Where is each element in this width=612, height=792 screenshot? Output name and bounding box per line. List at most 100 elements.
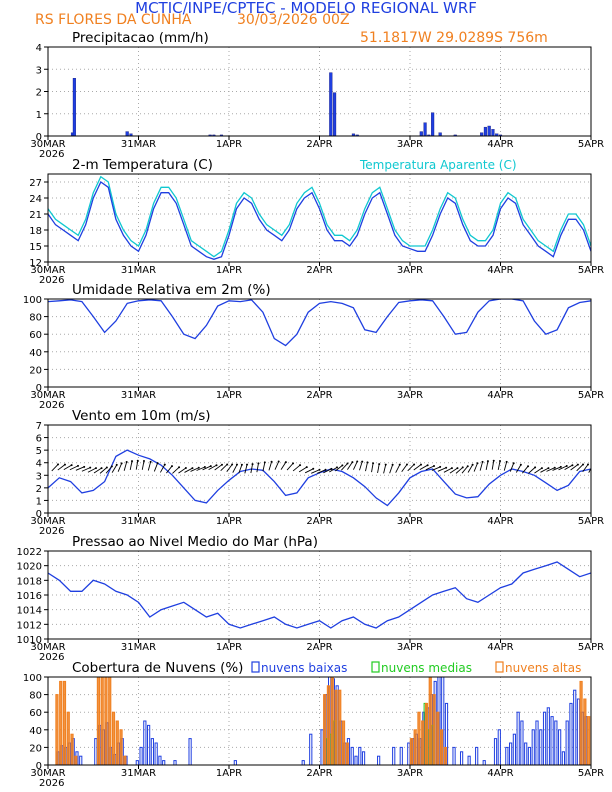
x-tick-label: 31MAR [121,516,156,527]
wind-arrow [395,464,401,473]
legend-swatch [495,661,504,673]
wind-arrow [63,464,72,471]
wind-arrow-head [439,465,442,468]
panel-title: Umidade Relativa em 2m (%) [72,282,271,298]
cloud-bar-high [583,698,587,765]
legend-label: nuvens baixas [261,661,347,675]
y-tick-label: 3 [36,65,42,76]
wind-arrow [226,464,233,472]
legend-label: nuvens altas [505,661,581,675]
panel-clouds: 30MAR 31MAR 1APR 2APR 3APR 4APR 5APR 2026 0 20 40 6… [23,660,604,789]
cloud-bar-low [509,742,513,765]
cloud-bar-low [531,729,535,765]
wind-arrow-head [77,464,80,467]
precip-bar [423,122,427,136]
cloud-bar-high [421,720,425,765]
wind-arrow-head [231,463,234,466]
cloud-bar-high [334,689,338,765]
x-tick-label: 31MAR [121,642,156,653]
cloud-bar-low [350,746,354,765]
cloud-bar-low [444,702,449,765]
wind-arrow-head [346,462,349,465]
wind-arrow-head [270,460,273,463]
cloud-bar-low [493,738,498,765]
wind-arrow [166,465,173,474]
cloud-bar-low [188,738,192,765]
cloud-bar-low [482,760,486,765]
panel-title: Vento em 10m (m/s) [72,408,211,424]
wind-arrow [564,464,573,471]
wind-arrow [250,464,253,474]
y-tick-label: 3 [36,471,42,482]
cloud-bar-high [439,729,444,765]
y-tick-label: 40 [29,726,42,737]
wind-arrow [419,464,428,471]
wind-arrow-head [565,464,568,467]
cloud-bar-low [139,746,143,765]
wind-arrow [286,463,294,471]
precip-bar [72,78,76,136]
panel-frame [47,424,592,514]
cloud-bar-high [119,729,123,765]
wind-arrow [317,469,326,474]
wind-arrow [365,462,368,472]
cloud-bar-low [505,746,509,765]
x-tick-label: 4APR [487,139,513,150]
wind-arrow-head [426,464,429,467]
y-tick-label: 60 [29,708,42,719]
y-tick-label: 0 [36,383,42,394]
x-tick-label: 30MAR [30,768,65,779]
y-tick-label: 1014 [17,606,42,617]
data-precip [70,72,503,136]
wind-arrow [558,465,567,471]
wind-arrow-head [461,466,464,469]
wind-arrow-head [471,463,474,466]
cloud-bar-high [428,677,432,765]
x-tick-label: 4APR [487,516,513,527]
wind-arrow [449,467,458,474]
cloud-bar-low [79,755,83,765]
wind-arrow-head [120,462,123,465]
cloud-bar-low [392,746,396,765]
y-tick-label: 0 [36,132,42,143]
wind-arrow-head [559,465,562,468]
cloud-bar-low [154,742,158,765]
x-tick-label: 1APR [216,516,242,527]
y-tick-label: 60 [29,330,42,341]
x-tick-label: 2APR [306,768,332,779]
wind-arrow-head [341,464,344,467]
wind-arrow [540,467,549,473]
wind-arrow [407,464,415,472]
cloud-bar-high [345,742,349,765]
cloud-bar-low [565,720,569,765]
wind-arrow-head [191,467,194,470]
x-tick-label: 30MAR [30,139,65,150]
wind-arrow [437,467,447,472]
panel-precip: 30MAR 31MAR 1APR 2APR 3APR 4APR 5APR 2026 0 1 2 3 4 P… [30,30,604,160]
wind-arrow-head [330,467,333,470]
wind-arrow-head [235,463,238,466]
cloud-bar-high [424,702,429,765]
cloud-bar-low [475,746,479,765]
y-tick-label: 20 [29,743,42,754]
cloud-bar-high [409,738,413,765]
x-tick-label: 4APR [487,390,513,401]
wind-arrow-head [391,463,394,466]
cloud-bar-high [62,680,67,765]
cloud-bar-low [561,751,566,765]
wind-arrow-head [257,462,260,465]
header-model-title: MCTIC/INPE/CPTEC - MODELO REGIONAL WRF [135,0,477,17]
cloud-bar-low [558,729,562,765]
cloud-bar-low [361,751,366,765]
panel-frame [47,298,592,388]
wind-arrow-head [209,465,212,468]
wind-arrow [371,463,374,473]
wind-arrow-head [527,465,530,468]
wind-arrow [304,468,314,474]
wind-arrow [311,469,320,474]
wind-arrow [274,461,280,470]
cloud-bar-low [399,746,403,765]
wind-arrow [123,461,128,471]
precip-bar [480,132,484,136]
precip-bar [431,112,435,136]
